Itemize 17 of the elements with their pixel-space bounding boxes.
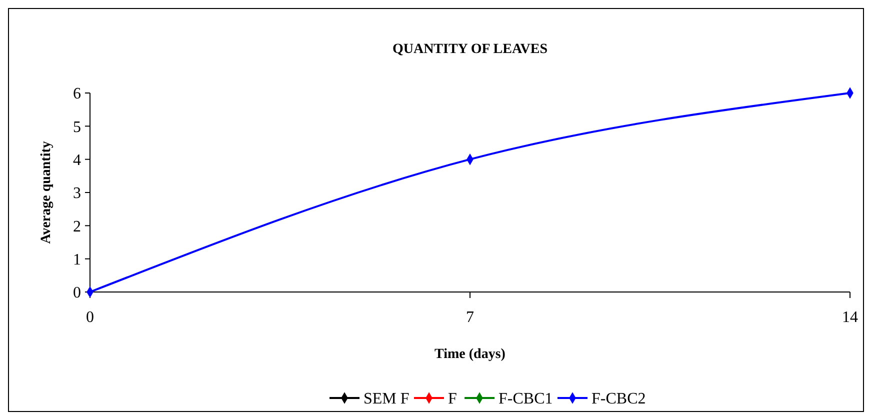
legend-label: F-CBC2 xyxy=(592,390,646,408)
y-tick-label: 3 xyxy=(73,185,81,202)
y-tick-label: 4 xyxy=(73,152,81,169)
y-tick-label: 5 xyxy=(73,118,81,136)
y-tick-label: 6 xyxy=(73,86,81,103)
x-tick-label: 0 xyxy=(86,309,94,326)
legend-label: SEM F xyxy=(364,390,410,408)
y-tick-label: 2 xyxy=(73,218,81,236)
x-tick-label: 14 xyxy=(842,309,858,326)
x-axis-title: Time (days) xyxy=(434,347,506,362)
legend-label: F-CBC1 xyxy=(498,390,553,408)
y-axis-title: Average quantity xyxy=(39,141,54,244)
x-tick-label: 7 xyxy=(466,309,474,326)
y-tick-label: 0 xyxy=(73,284,81,302)
legend-label: F xyxy=(448,390,457,408)
y-tick-label: 1 xyxy=(73,251,81,268)
chart-title: QUANTITY OF LEAVES xyxy=(392,42,548,57)
